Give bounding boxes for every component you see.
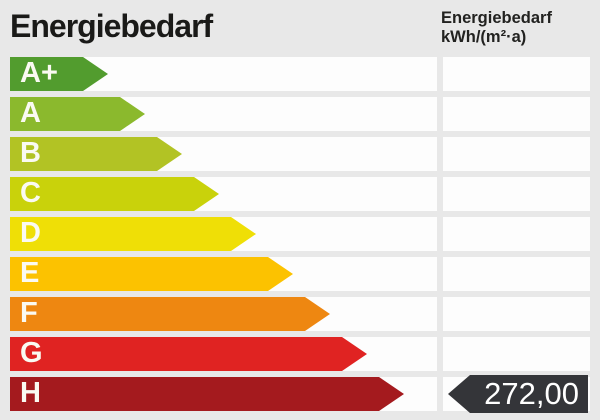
energy-class-arrow-f: F bbox=[10, 297, 330, 331]
scale-track-right bbox=[443, 337, 590, 371]
energy-class-label: A bbox=[20, 96, 41, 129]
energy-class-row-h: H 272,00 bbox=[10, 375, 590, 413]
scale-track-right bbox=[443, 297, 590, 331]
energy-class-row-e: E bbox=[10, 257, 590, 291]
scale-track-right bbox=[443, 97, 590, 131]
energy-class-row-d: D bbox=[10, 217, 590, 251]
energy-class-label: F bbox=[20, 296, 38, 329]
scale-track-left: A+ bbox=[10, 57, 437, 91]
scale-track-left: H bbox=[10, 377, 437, 411]
scale-track-left: B bbox=[10, 137, 437, 171]
unit-label-line1: Energiebedarf bbox=[441, 9, 552, 27]
energy-class-row-g: G bbox=[10, 337, 590, 371]
energy-class-label: E bbox=[20, 256, 40, 289]
energy-class-label: D bbox=[20, 216, 41, 249]
scale-track-left: F bbox=[10, 297, 437, 331]
energy-class-row-a-plus: A+ bbox=[10, 57, 590, 91]
energy-class-row-c: C bbox=[10, 177, 590, 211]
energy-class-arrow-a: A bbox=[10, 97, 145, 131]
scale-track-right bbox=[443, 217, 590, 251]
energy-class-label: H bbox=[20, 376, 41, 409]
energy-class-arrow-e: E bbox=[10, 257, 293, 291]
energy-class-arrow-c: C bbox=[10, 177, 219, 211]
scale-track-left: D bbox=[10, 217, 437, 251]
energy-class-label: B bbox=[20, 136, 41, 169]
scale-track-left: G bbox=[10, 337, 437, 371]
energy-class-row-a: A bbox=[10, 97, 590, 131]
scale-track-right bbox=[443, 257, 590, 291]
unit-label-line2: kWh/(m²·a) bbox=[441, 28, 527, 46]
unit-label: Energiebedarf kWh/(m²·a) bbox=[441, 9, 552, 47]
energy-scale-chart: A+ A B C D bbox=[10, 57, 590, 413]
energy-class-arrow-d: D bbox=[10, 217, 256, 251]
energy-class-row-b: B bbox=[10, 137, 590, 171]
energy-class-label: G bbox=[20, 336, 43, 369]
page-title: Energiebedarf bbox=[10, 8, 213, 44]
value-pointer-tag: 272,00 bbox=[448, 375, 588, 413]
energy-class-row-f: F bbox=[10, 297, 590, 331]
energy-class-label: A+ bbox=[20, 56, 58, 89]
scale-track-right bbox=[443, 57, 590, 91]
energy-class-arrow-b: B bbox=[10, 137, 182, 171]
scale-track-right bbox=[443, 177, 590, 211]
scale-track-right bbox=[443, 137, 590, 171]
scale-track-left: C bbox=[10, 177, 437, 211]
energy-class-arrow-g: G bbox=[10, 337, 367, 371]
scale-track-left: A bbox=[10, 97, 437, 131]
energy-class-arrow-a-plus: A+ bbox=[10, 57, 108, 91]
scale-track-right: 272,00 bbox=[443, 375, 590, 413]
energy-class-label: C bbox=[20, 176, 41, 209]
scale-track-left: E bbox=[10, 257, 437, 291]
energy-class-arrow-h: H bbox=[10, 377, 404, 411]
energy-value: 272,00 bbox=[484, 376, 579, 411]
